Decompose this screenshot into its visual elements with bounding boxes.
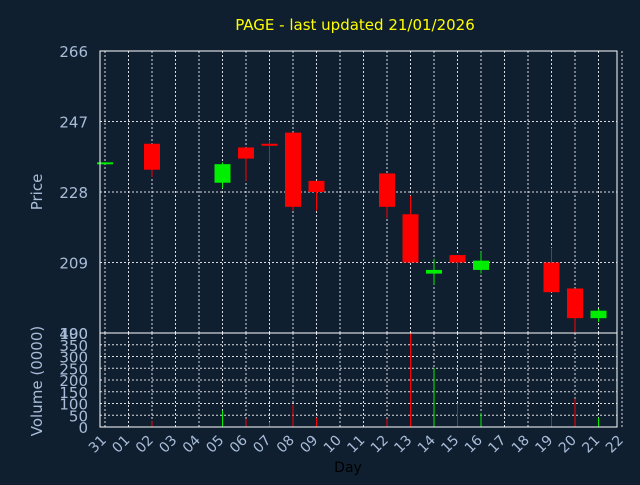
- price-tick-label: 247: [59, 114, 88, 132]
- price-axis-label: Price: [28, 174, 46, 211]
- volume-bars: [151, 333, 599, 427]
- volume-tick-label: 250: [59, 360, 88, 378]
- volume-tick-label: 300: [59, 349, 88, 367]
- price-tick-label: 190: [59, 325, 88, 343]
- candle-body: [402, 214, 419, 263]
- volume-tick-label: 100: [59, 396, 88, 414]
- volume-axis-label: Volume (0000): [28, 326, 46, 436]
- volume-tick-label: 50: [69, 407, 88, 425]
- price-tick-label: 266: [59, 43, 88, 61]
- day-axis-label: Day: [334, 460, 362, 476]
- price-axis-ticks: 266 247 228 209 190: [59, 43, 88, 343]
- candle-body: [97, 162, 113, 165]
- candle-body: [261, 143, 278, 146]
- volume-tick-label: 350: [59, 337, 88, 355]
- price-tick-label: 209: [59, 255, 88, 273]
- candle-body: [590, 310, 607, 319]
- price-tick-label: 228: [59, 184, 88, 202]
- price-candles: [97, 132, 607, 333]
- candle-body: [144, 143, 160, 170]
- candle-body: [543, 262, 560, 293]
- volume-tick-label: 200: [59, 372, 88, 390]
- candle-body: [285, 132, 301, 207]
- day-axis-ticks: 31 01 02 03 04 05 06 07 08 09 10 11 12 13 14 15 16 17 18 19…: [86, 432, 627, 456]
- candle-body: [308, 180, 325, 192]
- volume-tick-label: 150: [59, 384, 88, 402]
- candle-body: [426, 269, 442, 274]
- volume-tick-label: 0: [78, 419, 88, 437]
- candle-body: [449, 255, 466, 263]
- candle-body: [567, 288, 583, 319]
- volume-tick-label: 400: [59, 325, 88, 343]
- volume-panel-frame: [99, 332, 618, 428]
- candle-body: [379, 173, 395, 207]
- chart-title: PAGE - last updated 21/01/2026: [235, 16, 475, 34]
- candle-body: [473, 260, 489, 270]
- candle-body: [238, 147, 254, 159]
- candle-body: [214, 164, 231, 183]
